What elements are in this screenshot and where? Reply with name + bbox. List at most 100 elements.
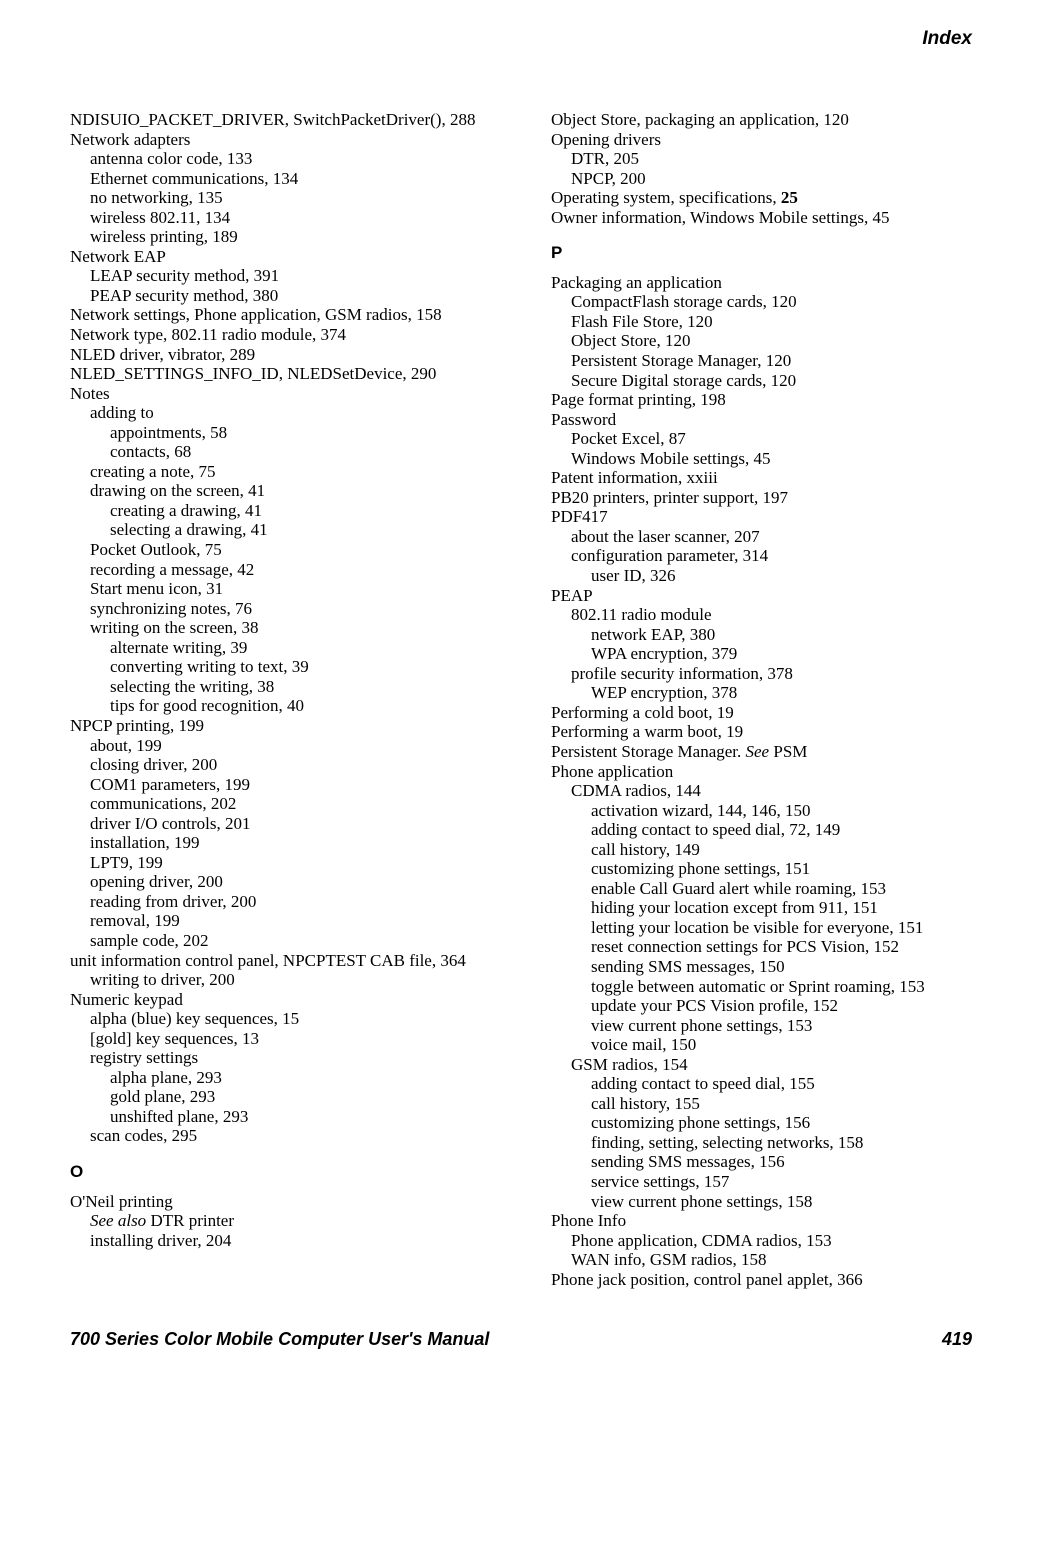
right-block-p: Packaging an applicationCompactFlash sto…	[551, 273, 972, 1289]
index-entry: Pocket Outlook, 75	[70, 540, 491, 560]
index-entry: removal, 199	[70, 911, 491, 931]
index-entry: view current phone settings, 158	[551, 1192, 972, 1212]
index-entry: about, 199	[70, 736, 491, 756]
left-block-o: O'Neil printingSee also DTR printerinsta…	[70, 1192, 491, 1251]
index-entry: LEAP security method, 391	[70, 266, 491, 286]
index-entry: WPA encryption, 379	[551, 644, 972, 664]
index-entry: sample code, 202	[70, 931, 491, 951]
index-entry: Object Store, packaging an application, …	[551, 110, 972, 130]
index-entry: opening driver, 200	[70, 872, 491, 892]
index-entry: Operating system, specifications, 25	[551, 188, 972, 208]
index-entry: service settings, 157	[551, 1172, 972, 1192]
index-entry: PB20 printers, printer support, 197	[551, 488, 972, 508]
index-entry: See also DTR printer	[70, 1211, 491, 1231]
section-heading-o: O	[70, 1162, 491, 1182]
index-entry: synchronizing notes, 76	[70, 599, 491, 619]
index-entry: gold plane, 293	[70, 1087, 491, 1107]
index-entry: Packaging an application	[551, 273, 972, 293]
index-entry: customizing phone settings, 151	[551, 859, 972, 879]
index-entry: sending SMS messages, 156	[551, 1152, 972, 1172]
index-entry: activation wizard, 144, 146, 150	[551, 801, 972, 821]
index-entry: creating a drawing, 41	[70, 501, 491, 521]
footer-left: 700 Series Color Mobile Computer User's …	[70, 1329, 489, 1350]
index-entry: closing driver, 200	[70, 755, 491, 775]
index-entry: writing on the screen, 38	[70, 618, 491, 638]
section-heading-p: P	[551, 243, 972, 263]
index-entry: network EAP, 380	[551, 625, 972, 645]
index-entry: Phone Info	[551, 1211, 972, 1231]
index-entry: about the laser scanner, 207	[551, 527, 972, 547]
index-entry: 802.11 radio module	[551, 605, 972, 625]
index-entry: Pocket Excel, 87	[551, 429, 972, 449]
index-entry: NDISUIO_PACKET_DRIVER, SwitchPacketDrive…	[70, 110, 491, 130]
index-entry: alternate writing, 39	[70, 638, 491, 658]
index-entry: installation, 199	[70, 833, 491, 853]
index-entry: Opening drivers	[551, 130, 972, 150]
index-entry: selecting a drawing, 41	[70, 520, 491, 540]
index-entry: Secure Digital storage cards, 120	[551, 371, 972, 391]
index-entry: call history, 149	[551, 840, 972, 860]
index-entry: enable Call Guard alert while roaming, 1…	[551, 879, 972, 899]
index-entry: letting your location be visible for eve…	[551, 918, 972, 938]
index-entry: O'Neil printing	[70, 1192, 491, 1212]
index-entry: Phone application	[551, 762, 972, 782]
index-entry: Network EAP	[70, 247, 491, 267]
index-entry: view current phone settings, 153	[551, 1016, 972, 1036]
index-entry: Performing a cold boot, 19	[551, 703, 972, 723]
index-entry: writing to driver, 200	[70, 970, 491, 990]
index-entry: adding contact to speed dial, 72, 149	[551, 820, 972, 840]
index-entry: Network type, 802.11 radio module, 374	[70, 325, 491, 345]
index-entry: selecting the writing, 38	[70, 677, 491, 697]
footer-right: 419	[942, 1329, 972, 1350]
index-entry: Windows Mobile settings, 45	[551, 449, 972, 469]
index-entry: LPT9, 199	[70, 853, 491, 873]
index-entry: Password	[551, 410, 972, 430]
index-entry: unshifted plane, 293	[70, 1107, 491, 1127]
index-entry: wireless 802.11, 134	[70, 208, 491, 228]
index-columns: NDISUIO_PACKET_DRIVER, SwitchPacketDrive…	[70, 110, 972, 1289]
index-entry: wireless printing, 189	[70, 227, 491, 247]
index-entry: PDF417	[551, 507, 972, 527]
index-entry: PEAP security method, 380	[70, 286, 491, 306]
index-entry: Notes	[70, 384, 491, 404]
index-entry: installing driver, 204	[70, 1231, 491, 1251]
index-entry: reading from driver, 200	[70, 892, 491, 912]
index-entry: DTR, 205	[551, 149, 972, 169]
index-entry: customizing phone settings, 156	[551, 1113, 972, 1133]
index-entry: CDMA radios, 144	[551, 781, 972, 801]
index-entry: antenna color code, 133	[70, 149, 491, 169]
index-entry: Ethernet communications, 134	[70, 169, 491, 189]
index-entry: user ID, 326	[551, 566, 972, 586]
index-entry: configuration parameter, 314	[551, 546, 972, 566]
right-block-top: Object Store, packaging an application, …	[551, 110, 972, 227]
index-entry: converting writing to text, 39	[70, 657, 491, 677]
index-entry: NLED driver, vibrator, 289	[70, 345, 491, 365]
index-entry: WEP encryption, 378	[551, 683, 972, 703]
index-entry: NPCP printing, 199	[70, 716, 491, 736]
index-entry: PEAP	[551, 586, 972, 606]
index-entry: profile security information, 378	[551, 664, 972, 684]
page-footer: 700 Series Color Mobile Computer User's …	[70, 1329, 972, 1350]
index-entry: COM1 parameters, 199	[70, 775, 491, 795]
right-column: Object Store, packaging an application, …	[551, 110, 972, 1289]
index-entry: reset connection settings for PCS Vision…	[551, 937, 972, 957]
index-entry: Persistent Storage Manager. See PSM	[551, 742, 972, 762]
index-entry: finding, setting, selecting networks, 15…	[551, 1133, 972, 1153]
left-block-n: NDISUIO_PACKET_DRIVER, SwitchPacketDrive…	[70, 110, 491, 1146]
index-entry: Flash File Store, 120	[551, 312, 972, 332]
left-column: NDISUIO_PACKET_DRIVER, SwitchPacketDrive…	[70, 110, 491, 1289]
index-entry: contacts, 68	[70, 442, 491, 462]
index-entry: Owner information, Windows Mobile settin…	[551, 208, 972, 228]
index-entry: adding contact to speed dial, 155	[551, 1074, 972, 1094]
index-entry: NLED_SETTINGS_INFO_ID, NLEDSetDevice, 29…	[70, 364, 491, 384]
index-entry: tips for good recognition, 40	[70, 696, 491, 716]
index-entry: Patent information, xxiii	[551, 468, 972, 488]
index-entry: Phone application, CDMA radios, 153	[551, 1231, 972, 1251]
index-entry: drawing on the screen, 41	[70, 481, 491, 501]
index-entry: communications, 202	[70, 794, 491, 814]
index-entry: Numeric keypad	[70, 990, 491, 1010]
index-entry: registry settings	[70, 1048, 491, 1068]
index-entry: no networking, 135	[70, 188, 491, 208]
index-entry: CompactFlash storage cards, 120	[551, 292, 972, 312]
index-entry: creating a note, 75	[70, 462, 491, 482]
